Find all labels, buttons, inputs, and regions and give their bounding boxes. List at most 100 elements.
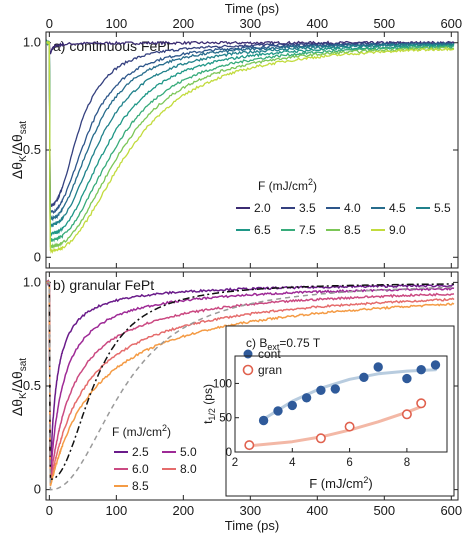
panel-b-yaxis-label: ΔθK/Δθsat	[9, 358, 29, 416]
inset-c-xlabel-end: )	[368, 476, 372, 491]
inset-c-ytick-label: 0	[226, 447, 232, 459]
inset-c-point-gran	[315, 433, 326, 444]
panel-a-ylabel-main: Δθ	[9, 162, 25, 179]
panel-a-series-2.0-line	[46, 40, 455, 55]
inset-c-points	[244, 360, 441, 451]
panel-b-xaxis-label: Time (ps)	[225, 518, 279, 533]
panel-b-xtick-label: 200	[172, 503, 194, 518]
panel-a-legend-label-4.5: 4.5	[389, 201, 406, 215]
inset-c-xaxis-label: F (mJ/cm2)	[309, 475, 373, 491]
inset-c-background	[225, 325, 455, 497]
panel-b-xtick-label: 0	[46, 503, 53, 518]
panel-a-xaxis-label: Time (ps)	[225, 1, 279, 16]
panel-a-xtick-label: 0	[46, 16, 53, 31]
panel-b-curves	[46, 279, 455, 491]
inset-c-axes-frame	[234, 355, 448, 453]
panel-a-legend-label-9.0: 9.0	[389, 223, 406, 237]
panel-b-legend-title-end: )	[167, 425, 171, 439]
panel-a-legend-label-7.5: 7.5	[299, 223, 316, 237]
panel-b-legend-label-6.0: 6.0	[132, 462, 149, 476]
inset-c-xtick-label: 4	[289, 457, 296, 469]
panel-a-xtick-label: 300	[239, 16, 261, 31]
inset-c-xlabel-sup: 2	[363, 475, 368, 485]
panel-a-ytick-label: 0.5	[23, 142, 41, 157]
panel-a-legend-title-sup: 2	[308, 177, 313, 187]
inset-c-point-cont	[416, 365, 426, 375]
panel-a-xtick-label: 200	[172, 16, 194, 31]
inset-c-legend-marker-gran	[242, 364, 254, 376]
panel-b-series-6.0-line	[46, 279, 455, 483]
panel-b-legend-label-5.0: 5.0	[180, 445, 197, 459]
inset-c-point-cont	[287, 400, 297, 411]
panel-a-xtick-label: 100	[105, 16, 127, 31]
panel-b-xtick-label: 500	[373, 503, 395, 518]
inset-c-legend-label-cont: cont	[258, 347, 281, 361]
panel-a-xtick-label: 500	[373, 16, 395, 31]
panel-b-xtick-label: 400	[306, 503, 328, 518]
panel-a-legend-label-4.0: 4.0	[344, 201, 361, 215]
inset-c-ylabel-sub: 1/2	[207, 408, 217, 421]
panel-a-legend-label-8.5: 8.5	[344, 223, 361, 237]
inset-c: c) Bext=0.75 T cont gran 2 4 6 8 0 50 100 F (m…	[201, 325, 455, 497]
inset-c-point-gran	[244, 440, 255, 451]
inset-c-point-gran	[344, 421, 355, 432]
inset-c-title-suffix: =0.75 T	[279, 336, 320, 350]
panel-b-ylabel-sub1: K	[18, 392, 29, 399]
panel-a-legend-title-end: )	[313, 179, 317, 193]
panel-b-xticks: 0 100 200 300 400 500 600	[46, 272, 462, 518]
panel-a-series-9.0-line	[46, 40, 455, 254]
panel-a-ytick-label: 0	[34, 249, 41, 264]
inset-c-legend-marker-cont	[243, 349, 253, 359]
inset-c-ylabel-main: t	[201, 420, 215, 424]
panel-a-legend: F (mJ/cm2) 2.0 3.5 4.0 4.5 5.5 6.5 7.5 8.5 9.0	[236, 177, 451, 237]
inset-c-xticks: 2 4 6 8	[232, 448, 410, 469]
panel-a-legend-title: F (mJ/cm2)	[258, 177, 317, 193]
inset-c-point-cont	[330, 384, 340, 394]
panel-b-dashed-curve	[46, 281, 454, 491]
panel-a-curves	[46, 39, 455, 254]
panel-b-xtick-label: 300	[239, 503, 261, 518]
inset-c-xtick-label: 8	[404, 457, 410, 469]
inset-c-xtick-label: 2	[232, 457, 238, 469]
panel-b-ylabel-main: Δθ	[9, 399, 25, 416]
inset-c-point-gran	[401, 409, 412, 420]
panel-a-yaxis-label: ΔθK/Δθsat	[9, 121, 29, 179]
inset-c-point-gran	[416, 398, 427, 409]
panel-b-series-8.0-line	[46, 280, 455, 485]
panel-b-dash-dot-curve	[46, 281, 454, 481]
panel-a-yticks: 0 0.5 1.0	[23, 35, 458, 264]
inset-c-title-sub: ext	[267, 342, 280, 352]
inset-c-xtick-label: 6	[346, 457, 352, 469]
inset-c-point-cont	[258, 415, 269, 426]
inset-c-point-cont	[402, 373, 412, 384]
panel-b-legend-title-main: F (mJ/cm	[112, 425, 162, 439]
panel-b-legend-items: 2.5 5.0 6.0 8.0 8.5	[114, 445, 197, 493]
inset-c-ytick-label: 100	[213, 378, 232, 390]
panel-b-legend-title-sup: 2	[162, 423, 167, 433]
panel-b-legend-label-8.5: 8.5	[132, 479, 149, 493]
panel-a-legend-label-6.5: 6.5	[254, 223, 271, 237]
inset-c-point-cont	[430, 360, 441, 370]
panel-a-legend-label-5.5: 5.5	[434, 201, 451, 215]
panel-b-legend-title: F (mJ/cm2)	[112, 423, 171, 439]
panel-a-series-3.5-line	[46, 40, 455, 208]
panel-a: a) continuous FePt Time (ps) 0 100 200 300 4…	[9, 1, 462, 269]
inset-c-point-cont	[373, 362, 383, 372]
panel-a-legend-label-3.5: 3.5	[299, 201, 316, 215]
panel-b-legend: F (mJ/cm2) 2.5 5.0 6.0 8.0 8.5	[112, 423, 197, 493]
panel-b-xtick-label: 600	[440, 503, 462, 518]
inset-c-legend: cont gran	[242, 347, 282, 377]
panel-b-xtick-label: 100	[105, 503, 127, 518]
inset-c-point-cont	[301, 393, 312, 403]
panel-b-legend-label-8.0: 8.0	[180, 462, 197, 476]
panel-b-ytick-label: 0	[34, 482, 41, 497]
inset-c-point-cont	[359, 372, 369, 382]
inset-c-yaxis-label: t1/2 (ps)	[201, 384, 217, 424]
inset-c-legend-label-gran: gran	[258, 363, 282, 377]
panel-a-legend-items: 2.0 3.5 4.0 4.5 5.5 6.5 7.5 8.5 9.0	[236, 201, 451, 237]
panel-b-ytick-label: 0.5	[23, 378, 41, 393]
panel-b-ytick-label: 1.0	[23, 274, 41, 289]
inset-c-point-cont	[273, 406, 283, 416]
inset-c-title-prefix: c) B	[246, 336, 267, 350]
